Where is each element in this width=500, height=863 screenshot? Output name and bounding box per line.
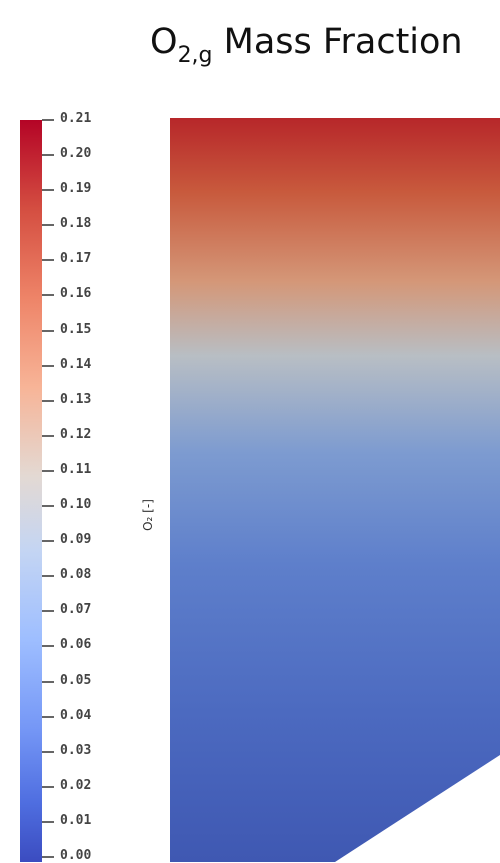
tick-label: 0.02	[60, 777, 92, 793]
tick-mark	[42, 154, 54, 157]
tick-label: 0.13	[60, 391, 92, 407]
tick-mark	[42, 575, 54, 578]
tick-label: 0.09	[60, 532, 92, 548]
colorbar-label-text: O₂ [-]	[141, 499, 155, 531]
tick-label: 0.06	[60, 637, 92, 653]
tick-mark	[42, 715, 54, 718]
tick-mark	[42, 294, 54, 297]
colorbar-ticks: 0.21 0.20 0.19 0.18 0.17 0.16 0.15 0.14 0.13 0.12…	[42, 0, 132, 863]
tick-label: 0.05	[60, 672, 92, 688]
tick-label: 0.10	[60, 497, 92, 513]
tick-label: 0.11	[60, 461, 92, 477]
tick-mark	[42, 119, 54, 121]
tick-label: 0.17	[60, 251, 92, 267]
tick-mark	[42, 680, 54, 683]
title-main: O	[150, 22, 178, 62]
tick-label: 0.14	[60, 356, 92, 372]
tick-mark	[42, 399, 54, 402]
tick-mark	[42, 364, 54, 367]
tick-mark	[42, 820, 54, 823]
tick-label: 0.21	[60, 111, 92, 126]
plot-title: O2,g Mass Fraction	[150, 22, 500, 68]
tick-label: 0.08	[60, 567, 92, 583]
tick-label: 0.04	[60, 707, 92, 723]
tick-label: 0.19	[60, 181, 92, 197]
tick-mark	[42, 259, 54, 262]
tick-mark	[42, 469, 54, 472]
tick-label: 0.15	[60, 321, 92, 337]
tick-mark	[42, 189, 54, 192]
tick-mark	[42, 785, 54, 788]
tick-label: 0.03	[60, 742, 92, 758]
tick-mark	[42, 540, 54, 543]
tick-mark	[42, 434, 54, 437]
tick-label: 0.20	[60, 146, 92, 162]
tick-mark	[42, 750, 54, 753]
colorbar	[20, 120, 42, 862]
tick-label: 0.07	[60, 602, 92, 618]
tick-label: 0.01	[60, 812, 92, 828]
tick-mark	[42, 329, 54, 332]
tick-mark	[42, 610, 54, 613]
title-rest: Mass Fraction	[212, 22, 463, 62]
title-subscript: 2,g	[177, 43, 213, 68]
tick-label: 0.18	[60, 216, 92, 232]
tick-mark	[42, 856, 54, 858]
o2-field-domain	[170, 118, 500, 862]
tick-label: 0.12	[60, 426, 92, 442]
tick-mark	[42, 224, 54, 227]
tick-mark	[42, 645, 54, 648]
tick-mark	[42, 505, 54, 508]
colorbar-label: O₂ [-]	[138, 499, 158, 531]
domain-shape	[170, 118, 500, 862]
tick-label: 0.16	[60, 286, 92, 302]
tick-label: 0.00	[60, 848, 92, 863]
